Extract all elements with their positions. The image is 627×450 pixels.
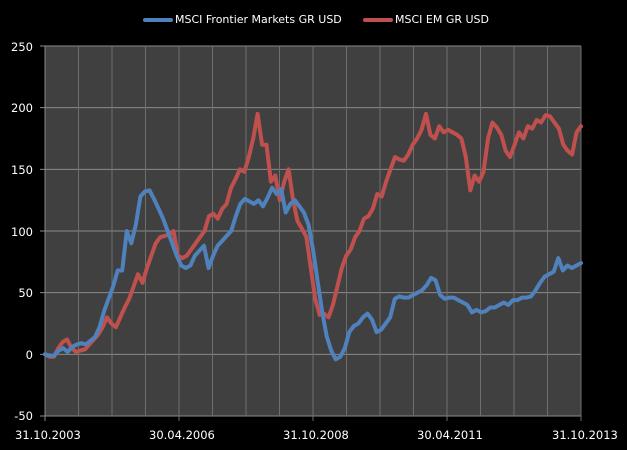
- x-tick-label: 31.10.2013: [552, 428, 618, 442]
- chart-legend: MSCI Frontier Markets GR USD MSCI EM GR …: [0, 11, 627, 29]
- y-tick-label: 250: [11, 40, 33, 54]
- x-tick-label: 30.04.2011: [417, 428, 483, 442]
- legend-label-frontier: MSCI Frontier Markets GR USD: [175, 13, 342, 26]
- x-tick-label: 31.10.2008: [283, 428, 349, 442]
- legend-label-em: MSCI EM GR USD: [395, 13, 489, 26]
- legend-swatch-blue-icon: [143, 18, 173, 22]
- series-line-frontier: [43, 185, 583, 362]
- y-tick-label: -50: [14, 409, 33, 423]
- y-tick-label: 200: [11, 101, 33, 115]
- y-tick-label: 0: [25, 348, 33, 362]
- y-tick-label: 50: [18, 286, 33, 300]
- y-tick-label: 150: [11, 163, 33, 177]
- legend-item-em: MSCI EM GR USD: [363, 11, 489, 29]
- y-tick-label: 100: [11, 225, 33, 239]
- data-lines: [43, 111, 583, 362]
- legend-swatch-red-icon: [363, 18, 393, 22]
- x-tick-label: 30.04.2006: [149, 428, 215, 442]
- gridlines: [40, 45, 582, 421]
- legend-item-frontier: MSCI Frontier Markets GR USD: [143, 11, 342, 29]
- series-line-em: [43, 111, 583, 359]
- x-tick-label: 31.10.2003: [15, 428, 81, 442]
